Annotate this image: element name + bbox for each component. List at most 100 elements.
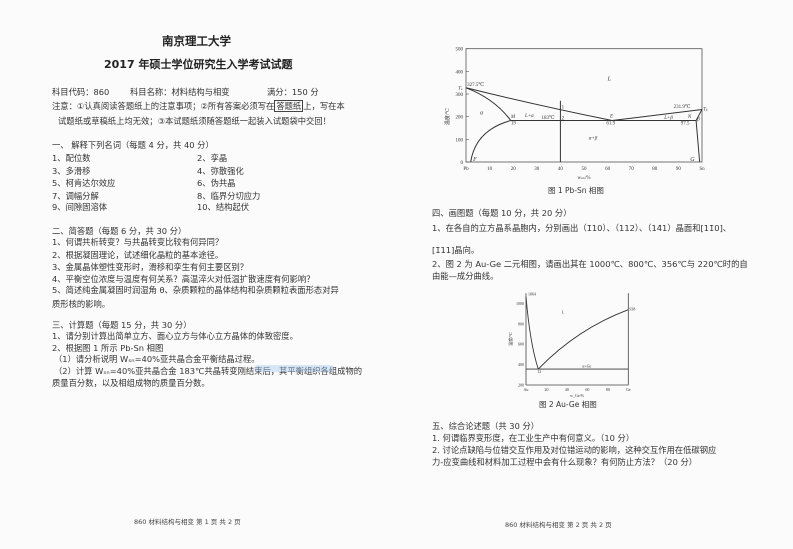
x-tick-label: 70 [629,167,635,172]
term-item: 5、柯肯达尔效应 [52,178,116,188]
x-tick-label: 40 [565,387,569,392]
label-au_melt: 1064 [528,291,536,296]
x-tick-label: Au [524,387,529,392]
question-line: 2、图 2 为 Au-Ge 二元相图，请画出其在 1000℃、800℃、356℃… [432,259,748,269]
y-tick-label: 400 [518,362,524,367]
question-line: 1、请分别计算出简单立方、面心立方与体心立方晶体的体致密度。 [52,331,298,341]
term-item: 7、调幅分解 [52,191,99,201]
label-l_alpha: L+α [524,114,534,119]
subject-name: 科目名称：材料结构与相变 [130,87,230,97]
notice-text-a: 注意：①认真阅读答题纸上的注意事项；②所有答案必须写在 [52,101,275,111]
x-axis-label: wₛₙ/% [577,176,590,181]
label-m19: 19 [511,122,516,127]
term-item: 2、孪晶 [197,153,228,163]
label-l_beta: L+β [663,116,673,121]
figure-au-ge-phase-diagram: 200 400 600 800 1000 Au 20 40 60 80 Ge 温度/℃ w_Ge/% 10… [507,291,635,398]
notice-line-1: 注意：①认真阅读答题纸上的注意事项；②所有答案必须写在 答题纸 上，写在本 [52,100,345,112]
section3-heading: 三、计算题（每题 15 分，共 30 分） [52,320,192,330]
term-item: 10、结构起伏 [197,202,250,212]
label-t183: 183℃ [542,115,556,121]
y-tick-label: 400 [456,70,464,75]
label-alpha: α [480,110,484,116]
question-line: 1、何谓共析转变？与共晶转变比较有何异同？ [52,237,224,247]
page-footer: 860 材料结构与相变 第 2 页 共 2 页 [505,521,612,529]
label-L: L [607,76,612,82]
y-tick-label: 200 [456,116,464,121]
solidus-line-alpha [465,87,512,121]
label-region: α+Ge [582,364,591,369]
x-tick-label: 20 [511,167,517,172]
question-line: （1）请分析说明 Wₛₙ=40%亚共晶合金平衡结晶过程。 [54,354,260,364]
y-tick-label: 0 [461,161,464,166]
section5-heading: 五、综合论述题（共 30 分） [432,421,540,431]
question-line: 质形核的影响。 [52,299,111,309]
label-F: F [472,157,477,163]
question-line: 1. 何谓临界变形度，在工业生产中有何意义。（10 分） [432,433,635,443]
question-line: 质量百分数，以及相组成物的质量百分数。 [52,378,210,388]
highlight-mark [254,365,334,372]
label-n975: 97.5 [681,122,690,127]
y-tick-label: 300 [456,93,464,98]
university-name: 南京理工大学 [162,34,231,48]
y-tick-label: 600 [518,342,524,347]
x-tick-label: 80 [606,387,610,392]
y-axis-label: 温度/℃ [507,332,513,346]
answer-sheet-box: 答题纸 [274,100,304,112]
label-N: N [687,115,692,120]
question-line: 2. 讨论点缺陷与位错交互作用及对位错运动的影响，这种交互作用在低碳钢应 [432,445,717,455]
x-tick-label: 60 [585,387,589,392]
notice-line-2: 试题纸或草稿纸上均无效；③本试题纸须随答题纸一起装入试题袋中交回！ [58,116,331,126]
page-footer: 860 材料结构与相变 第 1 页 共 2 页 [134,518,241,526]
x-tick-label: Pb [463,167,469,172]
y-axis-label: 温度/℃ [444,108,451,125]
question-line: 3、金属晶体塑性变形时，滑移和孪生有何主要区别？ [52,262,249,272]
x-tick-label: 10 [487,167,493,172]
figure1-caption: 图 1 Pb-Sn 相图 [548,186,604,195]
exam-page-1: 南京理工大学 2017 年硕士学位研究生入学考试试题 科目代码：860 科目名称… [52,34,362,526]
section1-heading: 一、 解释下列名词（每题 4 分，共 40 分） [52,140,214,150]
x-tick-label: Sn [699,167,705,172]
question-line: 2、根据凝固理论，试述细化晶粒的基本途径。 [52,250,224,260]
exam-page-2: 0 100 200 300 400 500 Pb 10 20 30 40 50 60 70 80 90 Sn 温度… [400,0,793,549]
x-tick-label: 80 [652,167,658,172]
term-item: 8、临界分切应力 [197,191,261,201]
label-tb_temp: 231.9℃ [674,104,691,110]
label-ta: Tₐ [458,86,463,91]
section2-heading: 二、简答题（每题 6 分，共 30 分） [52,226,187,236]
question-line: 1、在各自的立方晶系晶胞内，分别画出（1̄10）、（112）、（14̄1）晶面和… [432,223,732,233]
label-tb: Tᵦ [703,107,708,112]
figure-pb-sn-phase-diagram: 0 100 200 300 400 500 Pb 10 20 30 40 50 60 70 80 90 Sn 温度… [444,48,708,181]
y-tick-label: 100 [456,138,464,143]
term-item: 4、弥散强化 [197,166,244,176]
question-line: [1̄11]晶向。 [432,245,480,255]
solidus-line-beta [695,109,703,121]
figure2-caption: 图 2 Au-Ge 相图 [539,400,597,409]
label-E: E [609,114,613,119]
subject-code: 科目代码：860 [52,87,110,97]
liquidus-line-left [465,87,613,122]
solvus-line-alpha [470,120,511,163]
x-tick-label: 40 [558,167,564,172]
term-item: 1、配位数 [52,153,91,163]
label-G: G [690,157,695,163]
liquidus-ge-side [537,309,629,370]
label-M: M [510,115,516,120]
x-axis-label: w_Ge/% [570,393,585,398]
y-tick-label: 200 [518,383,524,388]
liquidus-line-right [612,108,703,122]
label-p2: 2 [562,116,565,121]
x-tick-label: 60 [605,167,611,172]
y-tick-label: 1000 [516,301,524,306]
y-tick-label: 500 [456,48,464,53]
notice-text-b: 上，写在本 [303,101,345,111]
label-L: L [562,310,565,315]
question-line: 4、平衡空位浓度与温度有何关系？高温淬火对低温扩散速度有何影响？ [52,274,315,284]
liquidus-au-side [525,296,539,370]
x-tick-label: 90 [676,167,682,172]
solvus-line-beta [695,120,701,163]
y-tick-label: 800 [518,321,524,326]
label-beta: β [696,118,700,123]
x-tick-label: 50 [582,167,588,172]
exam-title: 2017 年硕士学位研究生入学考试试题 [104,58,293,71]
label-e619: 61.9 [606,122,615,127]
